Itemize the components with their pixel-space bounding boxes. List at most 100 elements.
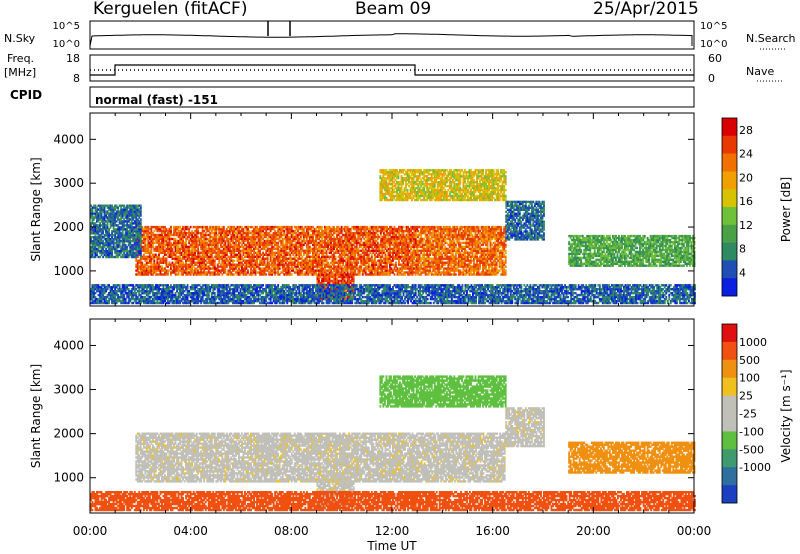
data-cell — [375, 249, 378, 252]
data-cell — [370, 235, 373, 239]
data-cell — [387, 235, 390, 239]
data-cell — [222, 267, 225, 270]
data-cell — [260, 263, 263, 266]
data-cell — [277, 265, 280, 268]
frequency-line — [90, 64, 694, 76]
data-cell — [182, 255, 184, 258]
data-cell — [351, 257, 354, 260]
data-cell — [254, 247, 257, 251]
data-cell — [215, 269, 218, 272]
data-cell — [238, 263, 240, 266]
data-cell — [363, 231, 366, 235]
data-cell — [257, 247, 260, 251]
data-cell — [165, 271, 168, 274]
data-cell — [293, 249, 296, 252]
data-cell — [330, 255, 332, 258]
data-cell — [324, 227, 326, 231]
data-cell — [343, 227, 346, 231]
data-cell — [330, 233, 332, 237]
data-cell — [203, 255, 206, 258]
data-cell — [171, 243, 174, 247]
data-cell — [315, 243, 317, 247]
data-cell — [158, 247, 160, 251]
data-cell — [325, 255, 328, 258]
data-cell — [358, 233, 361, 237]
data-cell — [248, 245, 251, 249]
data-cell — [227, 263, 230, 266]
data-cell — [161, 247, 163, 251]
data-cell — [346, 263, 349, 266]
data-cell — [210, 273, 213, 276]
data-cell — [185, 249, 187, 252]
data-cell — [299, 273, 302, 276]
data-cell — [305, 269, 308, 272]
data-cell — [230, 237, 233, 241]
data-cell — [239, 241, 242, 245]
data-cell — [386, 265, 388, 268]
data-cell — [360, 255, 363, 258]
data-cell — [340, 227, 343, 231]
data-cell — [313, 245, 316, 249]
data-cell — [159, 241, 162, 245]
data-cell — [346, 235, 349, 239]
data-cell — [236, 257, 239, 260]
data-cell — [346, 269, 349, 272]
data-cell — [244, 267, 246, 270]
data-cell — [195, 233, 198, 237]
data-cell — [254, 255, 257, 258]
data-cell — [316, 243, 319, 247]
data-cell — [342, 227, 345, 231]
data-cell — [369, 251, 372, 254]
data-cell — [228, 249, 231, 252]
data-cell — [197, 225, 200, 229]
data-cell — [298, 267, 301, 270]
data-cell — [182, 241, 184, 245]
data-cell — [366, 267, 369, 270]
data-cell — [213, 235, 216, 239]
data-cell — [373, 225, 376, 229]
data-cell — [376, 273, 379, 276]
data-cell — [225, 253, 228, 256]
data-cell — [343, 239, 346, 243]
data-cell — [150, 251, 153, 254]
data-cell — [218, 235, 221, 239]
data-cell — [372, 249, 375, 252]
data-cell — [209, 273, 212, 276]
data-cell — [219, 229, 222, 233]
data-cell — [153, 255, 156, 258]
data-cell — [280, 263, 283, 266]
data-cell — [151, 239, 154, 243]
data-cell — [269, 241, 272, 245]
data-cell — [170, 271, 172, 274]
data-cell — [191, 243, 194, 247]
data-cell — [307, 227, 310, 231]
data-cell — [180, 235, 183, 239]
data-cell — [334, 243, 337, 247]
data-cell — [204, 251, 207, 254]
data-cell — [346, 229, 349, 233]
data-cell — [358, 269, 361, 272]
data-cell — [339, 265, 341, 268]
data-cell — [381, 225, 384, 229]
data-cell — [238, 265, 240, 268]
data-cell — [277, 237, 280, 241]
data-cell — [308, 233, 311, 237]
data-cell — [174, 229, 177, 233]
data-cell — [195, 273, 198, 276]
data-cell — [265, 231, 268, 235]
data-cell — [179, 239, 181, 243]
data-cell — [358, 227, 361, 231]
data-cell — [312, 259, 314, 262]
data-cell — [224, 257, 227, 260]
data-cell — [392, 269, 394, 272]
data-cell — [333, 261, 335, 264]
data-cell — [302, 239, 305, 243]
data-cell — [162, 259, 165, 262]
data-cell — [225, 235, 228, 239]
data-cell — [293, 235, 296, 239]
data-cell — [183, 245, 186, 249]
data-cell — [235, 227, 237, 231]
data-cell — [139, 265, 142, 268]
data-cell — [379, 269, 382, 272]
data-cell — [266, 231, 269, 235]
